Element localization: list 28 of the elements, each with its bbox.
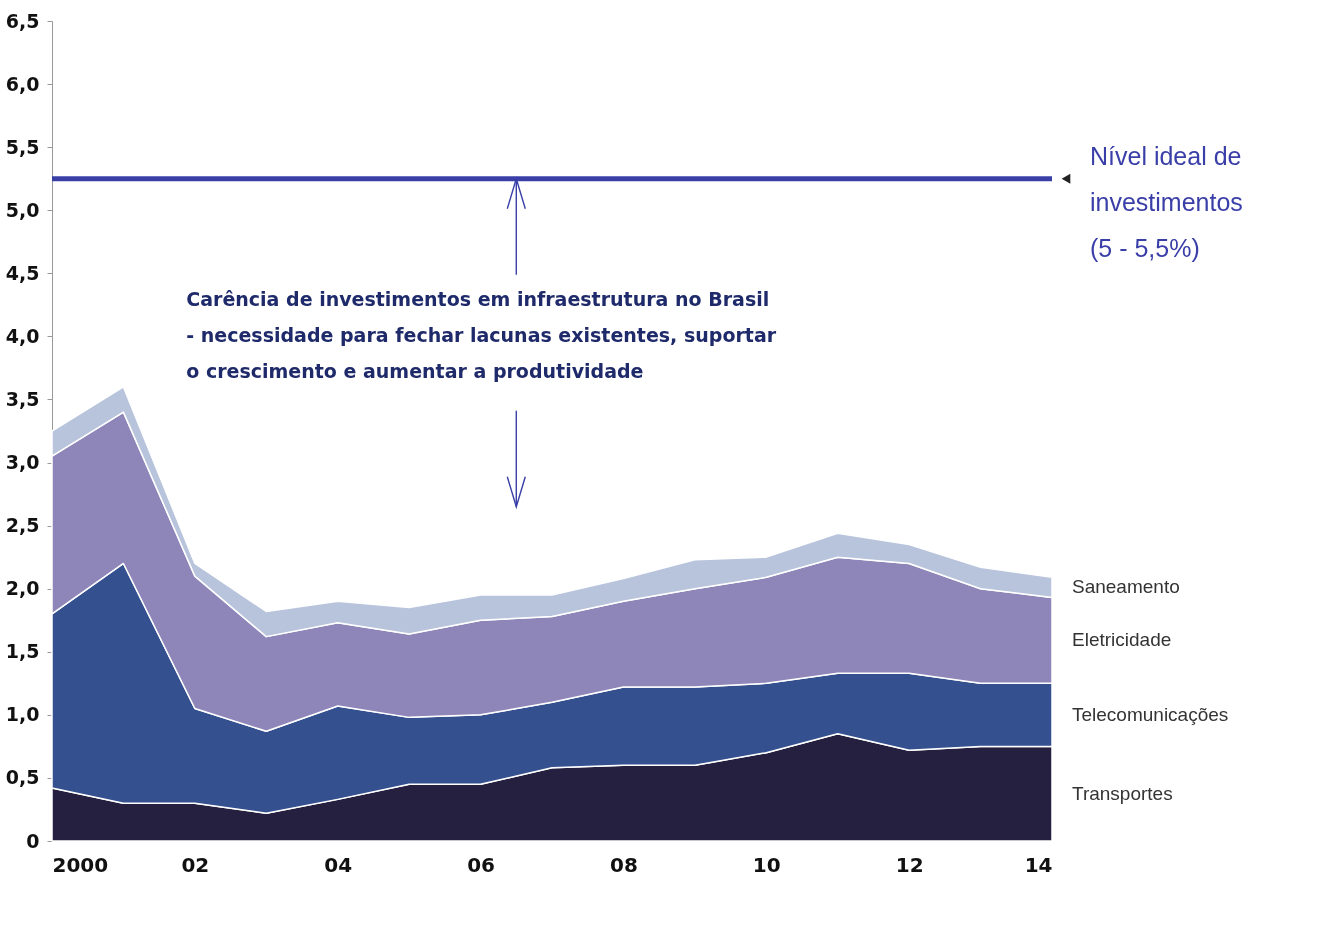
- y-tick-label: 3,0: [5, 451, 40, 474]
- y-tick-label: 1,5: [5, 640, 40, 663]
- y-tick-label: 1,0: [5, 703, 40, 726]
- x-tick-label: 06: [467, 852, 495, 877]
- y-tick-label: 0: [26, 829, 40, 852]
- ref-line-label: Nível ideal de investimentos (5 - 5,5%): [1090, 141, 1243, 262]
- annotation: Carência de investimentos em infraestrutura no Brasil - necessidade para fechar lacunas existentes, suportar o crescimento e aumentar a produtividade: [186, 287, 777, 382]
- y-tick-label: 5,5: [5, 135, 40, 158]
- x-tick-label: 04: [324, 852, 353, 877]
- y-tick-label: 3,5: [5, 387, 40, 410]
- x-tick-label: 12: [895, 852, 924, 877]
- x-tick-label: 02: [181, 852, 210, 877]
- y-tick-label: 6,5: [5, 9, 40, 32]
- series-label: Telecomunicações: [1072, 703, 1229, 725]
- x-tick-label: 14: [1024, 852, 1053, 877]
- y-tick-label: 5,0: [5, 198, 40, 221]
- y-tick-label: 0,5: [5, 766, 40, 789]
- x-tick-label: 08: [610, 852, 638, 877]
- x-tick-label: 2000: [52, 852, 109, 877]
- series-label: Saneamento: [1072, 576, 1180, 598]
- series-label: Transportes: [1072, 782, 1173, 804]
- series-label: Eletricidade: [1072, 629, 1172, 651]
- y-tick-label: 4,0: [5, 324, 40, 347]
- x-tick-label: 10: [752, 852, 781, 877]
- y-tick-label: 6,0: [5, 72, 40, 95]
- y-tick-label: 2,0: [5, 577, 40, 600]
- y-tick-label: 2,5: [5, 514, 40, 537]
- y-tick-label: 4,5: [5, 261, 40, 284]
